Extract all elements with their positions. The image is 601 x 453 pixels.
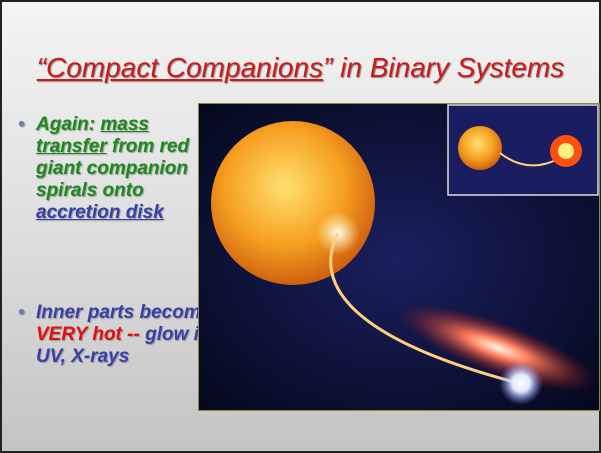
text: Inner parts become <box>36 302 211 323</box>
title-underlined: “Compact Companions <box>37 52 323 83</box>
text: Again: <box>36 114 100 135</box>
binary-star-image <box>198 103 600 411</box>
bullet: Inner parts become VERY hot -- glow in U… <box>16 302 214 368</box>
bullet: Again: mass transfer from red giant comp… <box>16 114 214 224</box>
text: -- <box>122 324 145 345</box>
text: VERY hot <box>36 324 122 345</box>
title-rest: ” in Binary Systems <box>323 52 564 83</box>
slide-title: “Compact Companions” in Binary Systems <box>2 52 599 84</box>
text: accretion disk <box>36 202 164 223</box>
slide: “Compact Companions” in Binary Systems A… <box>0 0 601 453</box>
